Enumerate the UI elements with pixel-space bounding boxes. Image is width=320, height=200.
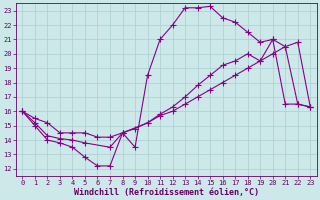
X-axis label: Windchill (Refroidissement éolien,°C): Windchill (Refroidissement éolien,°C) xyxy=(74,188,259,197)
